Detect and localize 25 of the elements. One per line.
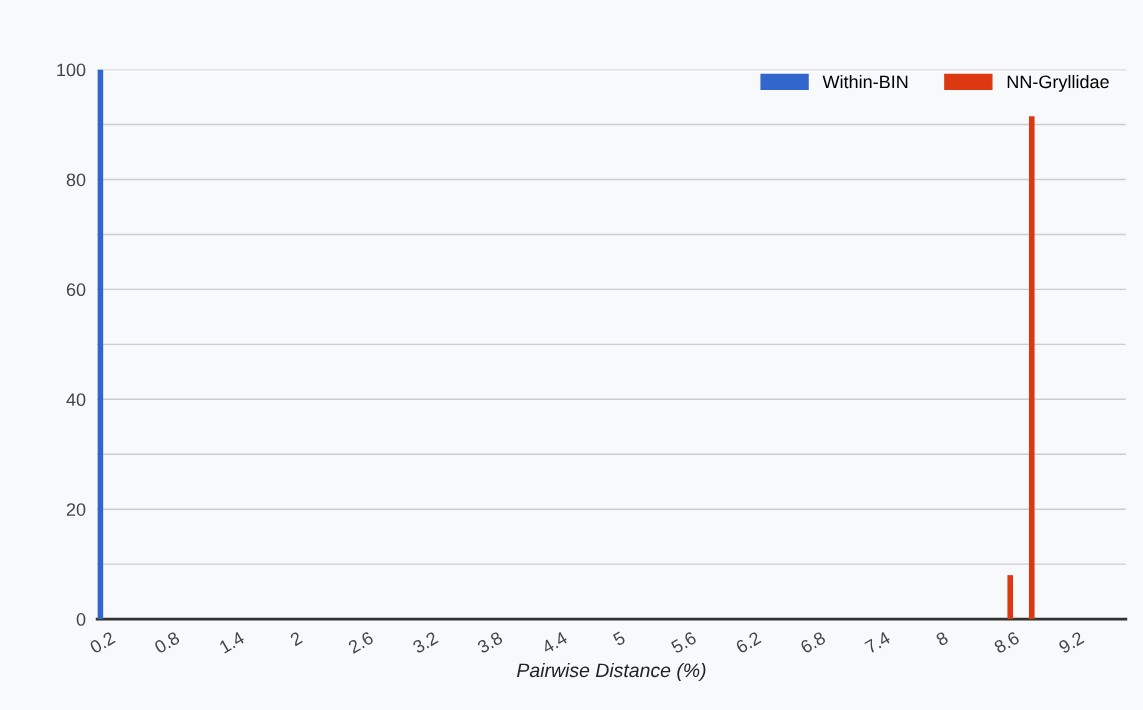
x-tick-label: 0.2	[88, 631, 116, 654]
x-tick-label: 2.6	[347, 631, 375, 654]
y-tick-label: 100	[57, 63, 86, 77]
y-tick-label: 20	[66, 503, 86, 516]
y-tick-label: 60	[66, 283, 86, 297]
x-tick-label: 2	[289, 631, 303, 647]
x-tick-label: 6.2	[735, 631, 762, 654]
x-tick-label: 8	[935, 631, 949, 647]
x-tick-label: 7.4	[864, 631, 892, 654]
x-tick-label: 1.4	[218, 631, 246, 654]
x-tick-label: 5.6	[670, 631, 698, 654]
x-tick-label: 3.2	[411, 631, 439, 654]
x-axis-title: Pairwise Distance (%)	[517, 662, 706, 682]
x-tick-label: 4.4	[540, 631, 569, 654]
legend-label: Within-BIN	[822, 74, 908, 89]
x-tick-label: 0.8	[153, 631, 181, 654]
y-tick-label: 0	[76, 613, 86, 626]
x-tick-label: 6.8	[799, 631, 827, 654]
x-tick-label: 8.6	[993, 631, 1021, 654]
y-tick-label: 40	[66, 393, 86, 407]
x-tick-label: 5	[612, 631, 627, 647]
legend-label: NN-Gryllidae	[1007, 74, 1109, 92]
y-tick-label: 80	[66, 173, 86, 187]
x-tick-label: 3.8	[476, 631, 504, 654]
x-tick-label: 9.2	[1057, 631, 1085, 654]
